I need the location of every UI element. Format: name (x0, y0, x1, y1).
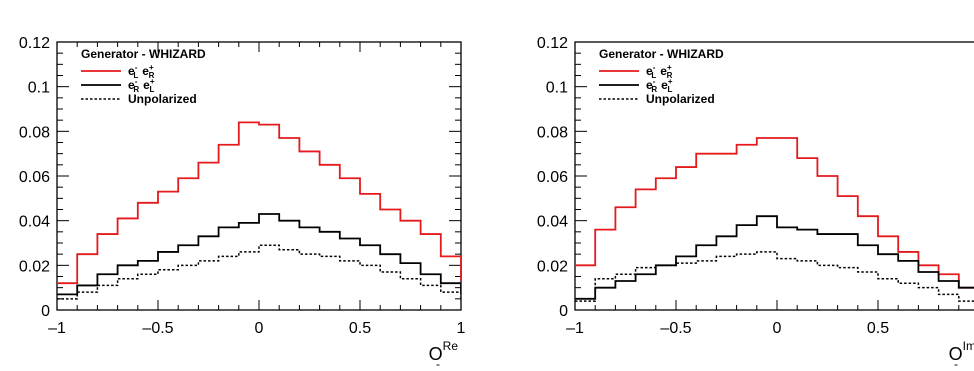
y-tick-label: 0.12 (19, 35, 50, 52)
y-tick-label: 0.06 (537, 169, 568, 186)
x-tick-label: 0 (773, 320, 782, 337)
y-tick-label: 0.04 (537, 214, 568, 231)
x-tick-label: 0.5 (349, 320, 371, 337)
y-tick-label: 0.1 (546, 80, 568, 97)
legend-title: Generator - WHIZARD (599, 47, 724, 61)
x-axis-label-sub: - (954, 357, 958, 371)
x-axis-label-sub: - (436, 357, 440, 371)
x-axis-label: ORe (429, 339, 459, 364)
y-tick-label: 0.1 (28, 80, 50, 97)
legend-label-1: e-L e+ R (128, 63, 155, 80)
x-tick-label: 0.5 (867, 320, 889, 337)
chart-panel-1: –1 –0.5 0 0.5 1 0 0.02 0.04 0.06 0.08 0.1 0.12 ORe- G… (19, 35, 466, 371)
y-tick-label: 0 (41, 303, 50, 320)
series-line-1 (57, 121, 461, 285)
y-tick-label: 0.06 (19, 169, 50, 186)
legend-label-3: Unpolarized (128, 92, 197, 106)
legend-label-2: e-R e+ L (646, 77, 673, 94)
x-tick-label: 1 (457, 320, 466, 337)
legend-label-2: e-R e+ L (128, 77, 155, 94)
x-axis-label: OIm (949, 339, 974, 364)
x-tick-label: –0.5 (142, 320, 173, 337)
x-tick-label: 0 (255, 320, 264, 337)
series-line-1 (575, 137, 974, 289)
series-line-3 (575, 251, 974, 302)
series-line-2 (57, 213, 461, 296)
x-tick-label: –0.5 (660, 320, 691, 337)
x-tick-label: –1 (48, 320, 66, 337)
series-line-2 (575, 215, 974, 300)
legend-label-3: Unpolarized (646, 92, 715, 106)
chart-panel-2: –1 –0.5 0 0.5 0 0.02 0.04 0.06 0.08 0.1 0.12 OIm- Ge… (537, 35, 974, 371)
y-tick-label: 0 (559, 303, 568, 320)
y-tick-label: 0.08 (19, 124, 50, 141)
y-tick-label: 0.04 (19, 214, 50, 231)
y-tick-label: 0.02 (19, 258, 50, 275)
y-tick-label: 0.02 (537, 258, 568, 275)
y-tick-label: 0.12 (537, 35, 568, 52)
legend-title: Generator - WHIZARD (81, 47, 206, 61)
legend-label-1: e-L e+ R (646, 63, 673, 80)
y-tick-label: 0.08 (537, 124, 568, 141)
x-tick-label: –1 (566, 320, 584, 337)
